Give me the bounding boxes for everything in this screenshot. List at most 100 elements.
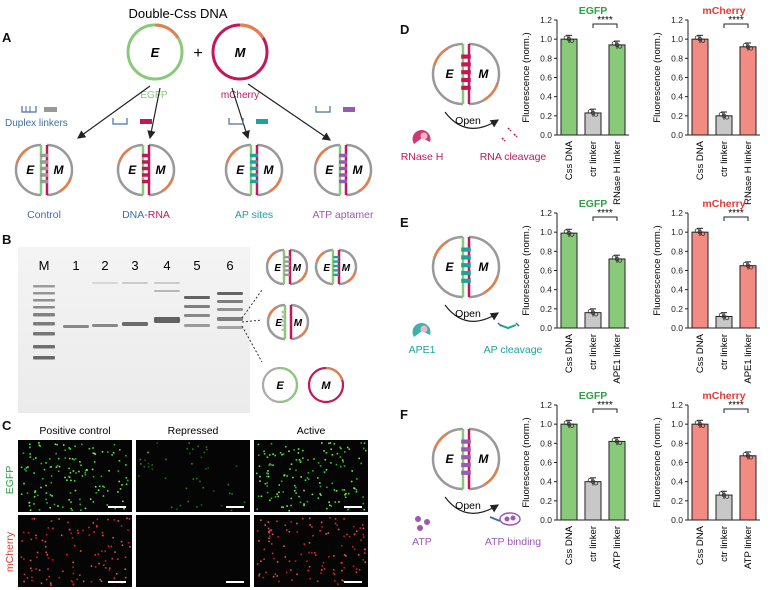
cell-dot (33, 503, 35, 505)
cell-dot (147, 451, 150, 454)
cell-dot (266, 482, 268, 484)
cell-dot (124, 556, 127, 559)
cell-dot (29, 509, 32, 511)
aptamer-loop (499, 512, 521, 526)
replicate-dot (724, 494, 730, 499)
cell-dot (258, 573, 261, 576)
linker-icon-atp (315, 106, 355, 113)
bar-0 (691, 231, 709, 329)
m-letter: M (54, 163, 65, 177)
chart-title: EGFP (579, 198, 608, 210)
gel-band (154, 317, 180, 323)
y-tick-label: 0.6 (671, 73, 683, 83)
m-letter: M (264, 163, 275, 177)
cell-dot (344, 496, 347, 499)
cell-dot (48, 575, 51, 578)
cell-dot (33, 518, 36, 520)
cell-dot (50, 520, 53, 522)
linker-bar (461, 462, 471, 468)
cell-dot (317, 477, 319, 479)
cell-dot (271, 533, 274, 536)
replicate-dot (700, 38, 706, 43)
gel-legend: E M E ME ME M (261, 248, 358, 404)
micrograph-bg (254, 515, 368, 587)
cell-dot (260, 519, 262, 521)
cell-dot (258, 454, 260, 456)
cell-dot (294, 484, 296, 487)
cell-dot (30, 570, 33, 572)
result-label: ATP binding (485, 536, 541, 548)
cell-dot (73, 480, 76, 482)
promoter-segment (268, 177, 282, 193)
cell-dot (88, 526, 90, 529)
cell-dot (64, 476, 66, 479)
cell-dot (268, 464, 270, 466)
y-tick-label: 0.8 (671, 53, 683, 63)
cell-dot (323, 567, 326, 570)
lane-label-3: 3 (131, 258, 138, 273)
cell-dot (362, 559, 365, 561)
cell-dot (289, 468, 291, 470)
enzyme-label: APE1 (409, 344, 436, 356)
cell-dot (123, 508, 125, 510)
cell-dot (144, 459, 146, 462)
cell-dot (28, 501, 31, 504)
micrograph-bg (18, 440, 132, 512)
cell-dot (102, 534, 104, 537)
micro-col-label-2: Active (297, 425, 326, 437)
cell-dot (272, 453, 274, 455)
y-tick-label: 0.4 (540, 477, 552, 487)
cell-dot (300, 553, 302, 556)
cell-dot (341, 489, 344, 491)
linker-bar (142, 166, 150, 171)
cell-dot (45, 492, 48, 494)
cell-dot (262, 576, 265, 579)
y-axis-label: Fluorescence (norm.) (521, 417, 532, 507)
e-letter: E (275, 318, 282, 329)
micrograph-r1-c2 (254, 515, 368, 587)
micro-row-egfp: EGFP (4, 466, 16, 495)
cell-dot (93, 461, 96, 463)
cell-dot (94, 554, 96, 556)
sig-bracket (592, 23, 618, 28)
chart-title: mCherry (702, 5, 745, 17)
cell-dot (339, 456, 342, 458)
cell-dot (98, 562, 100, 565)
bar-1 (584, 481, 602, 521)
egfp-label: EGFP (140, 90, 168, 101)
cell-dot (93, 531, 95, 533)
cell-dot (279, 451, 282, 454)
cell-dot (286, 475, 288, 477)
cell-dot (200, 504, 203, 506)
cell-dot (303, 504, 305, 507)
bar-2 (608, 44, 626, 136)
micrograph-bg (18, 515, 132, 587)
cell-dot (69, 448, 72, 450)
x-category-label: ctr linker (588, 334, 599, 370)
cell-dot (84, 472, 86, 474)
egfp-plasmid: E (126, 23, 184, 81)
cell-dot (355, 489, 358, 491)
cell-dot (107, 518, 109, 521)
cell-dot (79, 461, 81, 463)
replicate-dot (700, 423, 706, 428)
cell-dot (26, 492, 29, 494)
x-category-label: ATP linker (612, 526, 623, 569)
cell-dot (41, 539, 44, 542)
gel-image (18, 247, 250, 413)
atp-molecule (417, 525, 423, 531)
cell-dot (94, 453, 97, 456)
cell-dot (326, 486, 328, 489)
label-rna: RNA (148, 209, 170, 221)
x-category-label: Css DNA (564, 525, 575, 565)
cell-dot (340, 544, 343, 547)
cell-dot (363, 536, 365, 538)
x-category-label: RNase H linker (743, 141, 754, 205)
cell-dot (296, 573, 298, 576)
cell-dot (138, 475, 140, 477)
